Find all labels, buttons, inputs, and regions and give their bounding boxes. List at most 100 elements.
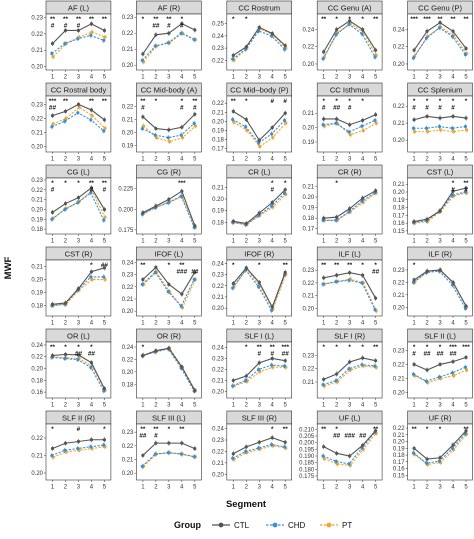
- data-point-ctl: [77, 440, 80, 443]
- data-point-ctl: [103, 118, 106, 121]
- y-tick-label: 0.20: [303, 306, 315, 312]
- x-tick-label: 1: [141, 75, 145, 81]
- data-point-ctl: [322, 50, 325, 53]
- data-point-chd: [180, 32, 183, 35]
- y-tick-label: 0.22: [212, 101, 224, 107]
- y-tick-label: 0.22: [303, 45, 315, 51]
- x-tick-label: 3: [348, 239, 352, 245]
- data-point-ctl: [232, 452, 235, 455]
- data-point-ctl: [322, 378, 325, 381]
- data-point-ctl: [180, 365, 183, 368]
- x-tick-label: 1: [51, 75, 55, 81]
- facet-panel-13: CR (L)0.180.190.200.211 2 3 4 5* *#: [212, 165, 292, 245]
- x-tick-label: 5: [103, 321, 107, 327]
- x-tick-label: 3: [77, 485, 81, 491]
- x-tick-label: 1: [322, 403, 326, 409]
- data-point-chd: [347, 367, 350, 370]
- data-point-chd: [321, 383, 324, 386]
- data-point-ctl: [464, 47, 467, 50]
- data-point-ctl: [232, 110, 235, 113]
- y-tick-label: 0.23: [212, 46, 224, 52]
- y-tick-label: 0.21: [122, 117, 134, 123]
- x-tick-label: 2: [335, 75, 339, 81]
- data-point-chd: [231, 457, 234, 460]
- data-point-chd: [63, 357, 66, 360]
- y-tick-label: 0.21: [122, 297, 134, 303]
- data-point-ctl: [141, 52, 144, 55]
- x-tick-label: 4: [271, 321, 275, 327]
- x-tick-label: 1: [232, 403, 236, 409]
- data-point-chd: [50, 52, 53, 55]
- significance-marker: #: [154, 433, 158, 440]
- x-tick-label: 3: [258, 485, 262, 491]
- data-point-chd: [180, 305, 183, 308]
- significance-marker: #: [283, 98, 287, 105]
- data-point-ctl: [348, 123, 351, 126]
- y-tick-label: 0.23: [303, 353, 315, 359]
- data-point-ctl: [412, 447, 415, 450]
- data-point-ctl: [232, 220, 235, 223]
- x-tick-label: 2: [154, 239, 158, 245]
- facet-panel-15: CST (L)0.150.160.170.180.190.200.211 2 3 4 5…: [393, 165, 473, 245]
- significance-marker: **: [89, 98, 94, 105]
- data-point-chd: [167, 41, 170, 44]
- x-tick-label: 3: [167, 403, 171, 409]
- x-tick-label: 3: [77, 321, 81, 327]
- data-point-ctl: [361, 119, 364, 122]
- y-tick-label: 0.195: [299, 447, 315, 453]
- data-point-chd: [270, 132, 273, 135]
- y-tick-label: 0.16: [393, 467, 405, 473]
- x-tick-label: 1: [232, 485, 236, 491]
- y-tick-label: 0.21: [31, 130, 43, 136]
- data-point-ctl: [232, 379, 235, 382]
- x-tick-label: 5: [193, 403, 197, 409]
- y-tick-label: 0.22: [212, 367, 224, 373]
- data-point-chd: [102, 219, 105, 222]
- facet-panel-11: CG (L)0.180.190.200.210.220.231 2 3 4 5* * * **…: [31, 165, 111, 245]
- y-tick-label: 0.20: [393, 440, 405, 446]
- x-tick-label: 1: [412, 75, 416, 81]
- significance-marker: **: [321, 262, 326, 269]
- significance-marker: ##: [424, 351, 432, 358]
- data-point-ctl: [412, 49, 415, 52]
- data-point-ctl: [322, 117, 325, 120]
- x-tick-label: 4: [451, 75, 455, 81]
- legend-marker: [327, 523, 332, 528]
- data-point-ctl: [141, 454, 144, 457]
- facet-panel-29: UF (L)0.1750.1800.1850.1900.1950.2000.20…: [299, 411, 382, 491]
- facet-panel-21: OR (L)0.160.180.200.220.241 2 3 4 5** * * *## ##: [31, 329, 111, 409]
- significance-marker: #: [180, 23, 184, 30]
- facet-panel-8: CC Mid–body (P)0.170.180.190.200.210.221…: [212, 83, 292, 163]
- x-tick-label: 2: [245, 321, 249, 327]
- y-tick-label: 0.20: [303, 126, 315, 132]
- x-tick-label: 1: [412, 321, 416, 327]
- data-point-chd: [63, 208, 66, 211]
- data-point-chd: [102, 275, 105, 278]
- significance-marker: **: [464, 426, 469, 433]
- data-point-chd: [451, 127, 454, 130]
- data-point-ctl: [464, 116, 467, 119]
- data-point-ctl: [284, 271, 287, 274]
- x-tick-label: 4: [90, 239, 94, 245]
- facet-panel-14: CR (R)0.170.180.190.200.211 2 3 4 5*: [303, 165, 383, 245]
- data-point-ctl: [154, 33, 157, 36]
- data-point-chd: [412, 56, 415, 59]
- data-point-ctl: [51, 303, 54, 306]
- x-tick-label: 4: [180, 75, 184, 81]
- significance-marker: ##: [359, 433, 367, 440]
- x-tick-label: 4: [361, 485, 365, 491]
- data-point-ctl: [348, 360, 351, 363]
- significance-marker: #: [451, 187, 455, 194]
- significance-marker: #: [103, 187, 107, 194]
- x-tick-label: 4: [451, 321, 455, 327]
- data-point-chd: [89, 275, 92, 278]
- data-point-ctl: [64, 301, 67, 304]
- y-tick-label: 0.15: [393, 473, 405, 479]
- legend: Group CTL CHD PT: [174, 520, 352, 530]
- x-tick-label: 5: [464, 403, 468, 409]
- data-point-chd: [154, 452, 157, 455]
- data-point-chd: [193, 38, 196, 41]
- x-tick-label: 3: [348, 321, 352, 327]
- significance-marker: **: [102, 16, 107, 23]
- data-point-ctl: [412, 220, 415, 223]
